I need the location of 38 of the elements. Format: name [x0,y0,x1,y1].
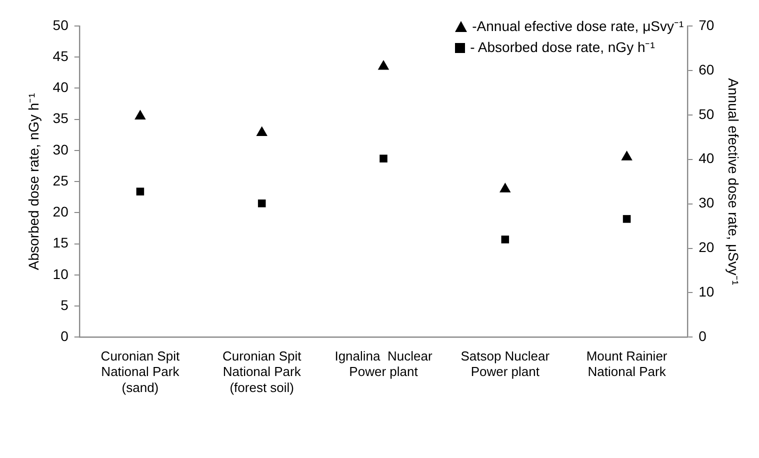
x-tick-label: Curonian Spit National Park (sand) [100,348,180,395]
y2-tick-label: 30 [698,194,714,211]
y2-tick-label: 40 [698,150,714,166]
y-tick-label: 20 [52,204,69,220]
point [258,199,266,208]
y2-tick-label: 10 [698,284,714,300]
point [622,215,631,223]
point [500,182,511,192]
y-tick-label: 25 [52,172,69,188]
y2-axis-title: Annual efective dose rate, μSvy⁻¹ [726,78,742,286]
point [380,154,388,162]
x-tick-label: Mount Rainier National Park [586,348,668,380]
y-tick-label: 45 [52,48,69,64]
legend-label: - Absorbed dose rate, nGy h⁻¹ [470,38,655,57]
y-tick-label: 0 [60,328,69,344]
y2-tick-label: 50 [698,106,714,122]
point [136,188,144,196]
y-tick-label: 30 [52,141,69,158]
y-tick-label: 50 [52,16,69,33]
y-axis-title: Absorbed dose rate, nGy h⁻¹ [25,92,42,270]
point [378,60,390,70]
y-tick-label: 15 [52,234,69,251]
point [256,126,268,136]
y-tick-label: 40 [52,79,69,96]
y2-tick-label: 70 [698,16,714,33]
y2-tick-label: 20 [698,239,714,256]
point [134,110,146,120]
x-tick-label: Satsop Nuclear Power plant [460,348,550,380]
legend-label: -Annual efective dose rate, μSvy⁻¹ [472,17,684,36]
y-tick-label: 35 [52,110,69,126]
y-tick-label: 5 [60,296,69,313]
point [621,150,632,160]
point [501,236,510,244]
y2-tick-label: 60 [698,61,714,78]
x-tick-label: Ignalina Nuclear Power plant [334,348,433,380]
y2-tick-label: 0 [698,328,707,344]
x-tick-label: Curonian Spit National Park (forest soil) [222,348,302,395]
y-tick-label: 10 [52,266,69,282]
